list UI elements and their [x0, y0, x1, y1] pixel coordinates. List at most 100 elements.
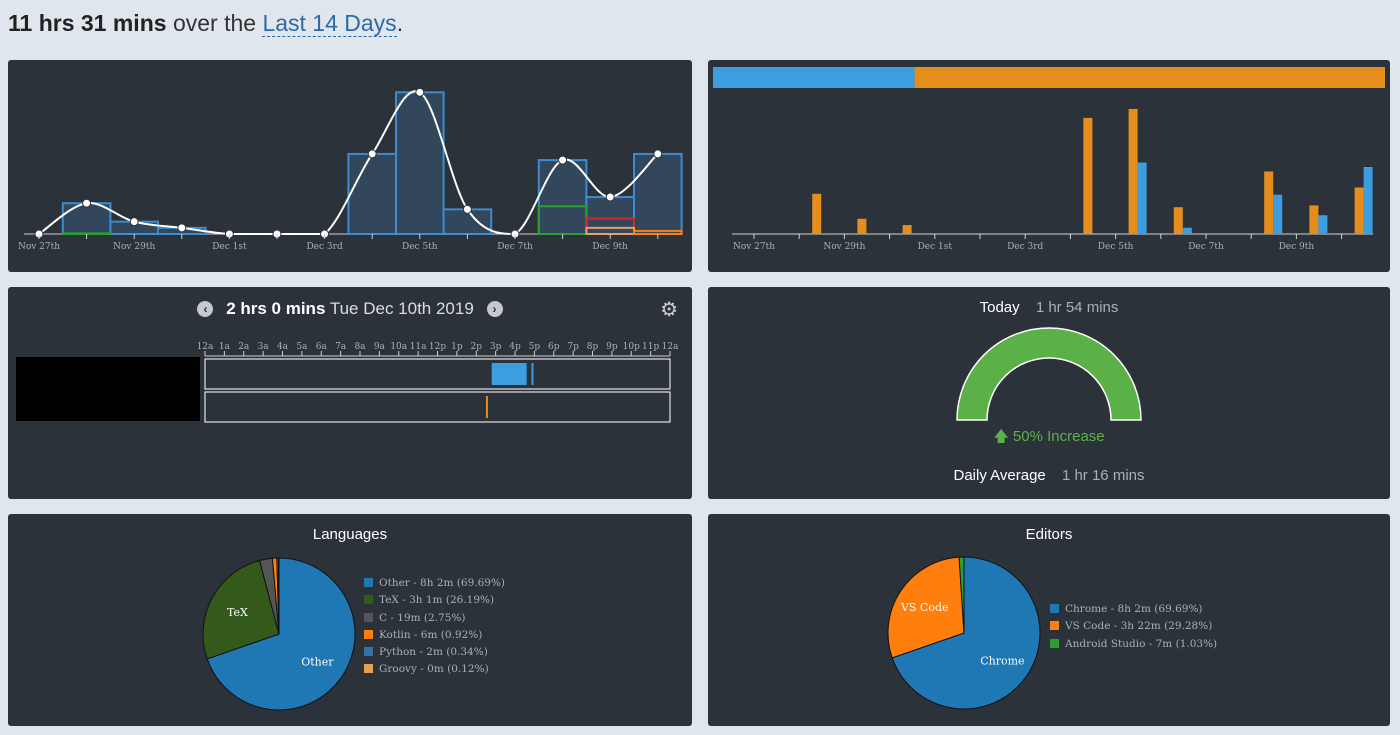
- pie-slice-label: Other: [301, 655, 334, 668]
- arrow-up-icon: 🡅: [993, 428, 1009, 445]
- trend-point: [605, 192, 615, 202]
- x-tick-label: Dec 1st: [212, 242, 247, 252]
- header-end: .: [396, 10, 404, 36]
- legend-item: Python - 2m (0.34%): [364, 644, 505, 661]
- hour-label: 9a: [374, 342, 386, 352]
- x-tick-label: Dec 5th: [402, 242, 438, 252]
- hour-label: 12p: [429, 342, 446, 352]
- legend-swatch: [1050, 621, 1059, 631]
- timeline-block: [531, 363, 534, 385]
- hour-label: 7a: [335, 342, 347, 352]
- hour-label: 12a: [662, 342, 679, 352]
- hour-label: 1a: [219, 342, 231, 352]
- x-tick-label: Dec 1st: [918, 242, 953, 252]
- hour-label: 3p: [490, 342, 502, 352]
- increase-text: 50% Increase: [1012, 428, 1105, 445]
- editor-day-bar: [857, 218, 867, 234]
- editor-day-bar: [1128, 108, 1138, 234]
- today-value: 1 hr 54 mins: [1035, 299, 1119, 316]
- ratio-bar-blue: [713, 67, 915, 88]
- hour-label: 11a: [410, 342, 427, 352]
- languages-legend: Other - 8h 2m (69.69%) TeX - 3h 1m (26.19…: [364, 575, 505, 679]
- pie-slice-label: Chrome: [980, 654, 1024, 667]
- hour-label: 3a: [258, 342, 270, 352]
- today-gauge: [956, 327, 1142, 421]
- editor-day-bar: [1264, 171, 1274, 234]
- legend-label: Python - 2m (0.34%): [379, 646, 488, 659]
- chevron-left-icon[interactable]: ‹: [197, 301, 214, 317]
- legend-item: Chrome - 8h 2m (69.69%): [1050, 601, 1217, 618]
- legend-swatch: [364, 595, 373, 605]
- hour-label: 8a: [354, 342, 366, 352]
- pie-slice: [887, 556, 965, 659]
- total-day-bar: [633, 152, 683, 235]
- today-panel: Today 1 hr 54 mins 🡅 50% Increase Daily …: [708, 287, 1390, 499]
- day-date: Tue Dec 10th 2019: [329, 299, 474, 318]
- legend-swatch: [364, 578, 373, 587]
- total-day-bar: [537, 159, 588, 235]
- legend-swatch: [364, 647, 373, 657]
- legend-label: Android Studio - 7m (1.03%): [1065, 637, 1218, 650]
- editor-day-bar: [1137, 162, 1147, 234]
- editor-day-bar: [1173, 207, 1183, 234]
- hour-label: 8p: [587, 342, 599, 352]
- editor-day-bar: [812, 193, 822, 234]
- pie-slice: [277, 557, 280, 635]
- x-tick-label: Dec 3rd: [1007, 242, 1043, 252]
- hour-label: 10a: [390, 342, 407, 352]
- hour-label: 6p: [548, 342, 560, 352]
- legend-label: C - 19m (2.75%): [379, 611, 466, 624]
- legend-item: Other - 8h 2m (69.69%): [364, 575, 505, 592]
- trend-point: [415, 87, 425, 97]
- avg-label: Daily Average: [953, 467, 1046, 484]
- timeline-block: [485, 396, 488, 418]
- pie-slice: [206, 557, 356, 711]
- x-tick-label: Dec 7th: [1188, 242, 1224, 252]
- pie-slice-label: VS Code: [900, 601, 949, 614]
- legend-label: Other - 8h 2m (69.69%): [379, 577, 506, 589]
- legend-swatch: [364, 612, 373, 622]
- editors-pie: Chrome VS Code: [887, 556, 1041, 710]
- hour-label: 2p: [471, 342, 483, 352]
- trend-point: [462, 204, 472, 214]
- editors-panel: Editors Chrome VS Code Chrome - 8h 2m (69…: [708, 514, 1390, 726]
- hour-label: 1p: [451, 342, 463, 352]
- legend-item: Groovy - 0m (0.12%): [364, 661, 505, 678]
- legend-label: Groovy - 0m (0.12%): [379, 663, 489, 676]
- editor-day-bar: [821, 233, 831, 234]
- editor-day-bar: [1309, 205, 1319, 234]
- total-day-bar: [395, 91, 445, 235]
- trend-point: [129, 217, 139, 227]
- hour-label: 10p: [623, 342, 640, 352]
- x-tick-label: Dec 3rd: [306, 242, 342, 252]
- ratio-bar-orange: [914, 67, 1385, 88]
- legend-swatch: [364, 629, 373, 639]
- legend-item: TeX - 3h 1m (26.19%): [364, 592, 505, 609]
- hour-label: 5a: [296, 342, 308, 352]
- legend-label: Chrome - 8h 2m (69.69%): [1065, 603, 1203, 615]
- gear-icon[interactable]: ⚙: [660, 299, 678, 321]
- range-link[interactable]: Last 14 Days: [262, 10, 397, 37]
- x-tick-label: Dec 7th: [497, 242, 533, 252]
- today-line: Today 1 hr 54 mins: [708, 299, 1390, 316]
- x-tick-label: Nov 27th: [18, 242, 60, 252]
- languages-title: Languages: [312, 526, 388, 543]
- trend-point: [653, 149, 663, 159]
- day-nav: ‹ 2 hrs 0 mins Tue Dec 10th 2019 ›: [8, 299, 692, 319]
- hour-label: 9p: [606, 342, 618, 352]
- day-duration: 2 hrs 0 mins: [226, 299, 326, 318]
- total-time: 11 hrs 31 mins: [8, 10, 167, 36]
- activity-chart: Nov 27th Nov 29th Dec 1st Dec 3rd Dec 5th Dec…: [18, 87, 683, 252]
- language-day-bar: [61, 232, 112, 236]
- avg-value: 1 hr 16 mins: [1061, 467, 1145, 484]
- legend-label: TeX - 3h 1m (26.19%): [379, 594, 495, 607]
- activity-chart-panel: Nov 27th Nov 29th Dec 1st Dec 3rd Dec 5th Dec…: [8, 60, 692, 272]
- editor-day-bar: [1182, 227, 1192, 234]
- trend-point: [82, 198, 92, 208]
- legend-swatch: [1050, 638, 1059, 648]
- trend-point: [367, 149, 377, 159]
- header-middle: over the: [172, 10, 257, 36]
- x-tick-label: Dec 9th: [1279, 242, 1315, 252]
- chevron-right-icon[interactable]: ›: [486, 301, 503, 317]
- legend-label: VS Code - 3h 22m (29.28%): [1065, 620, 1213, 633]
